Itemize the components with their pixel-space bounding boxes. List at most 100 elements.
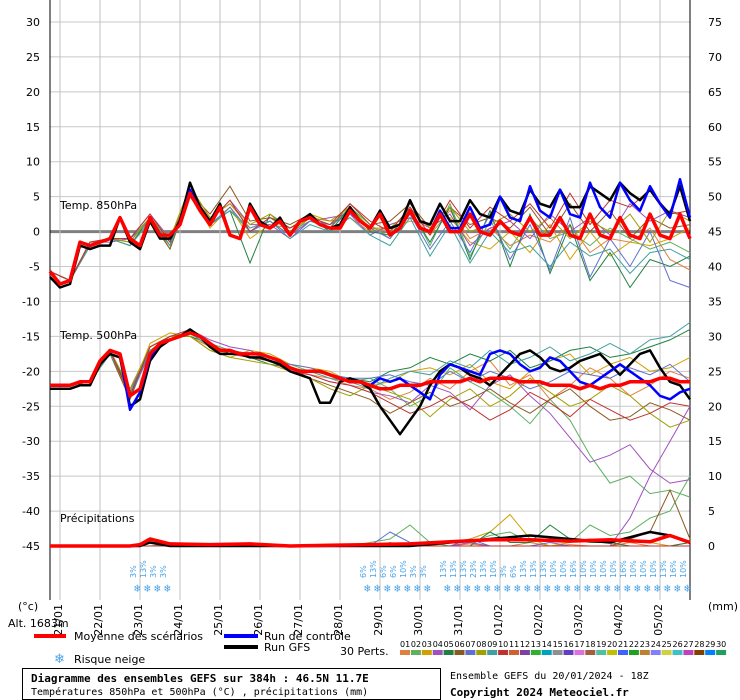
copyright: Copyright 2024 Meteociel.fr: [450, 686, 629, 699]
snow-risk-marker: 3% ❄: [419, 565, 431, 595]
snow-risk-marker: 10% ❄: [629, 560, 641, 595]
member-number: 10: [498, 640, 508, 649]
legend-label-snow: Risque neige: [74, 653, 145, 666]
member-swatch: [672, 650, 683, 655]
snow-risk-marker: 16% ❄: [569, 560, 581, 595]
member-swatch: [607, 650, 618, 655]
snowflake-icon: ❄: [574, 582, 581, 595]
snow-risk-label: 16%: [619, 560, 628, 578]
x-tick-label: 29/01: [372, 604, 385, 636]
snow-risk-marker: 10% ❄: [559, 560, 571, 595]
panel-label-precip: Précipitations: [60, 512, 135, 525]
snow-risk-marker: 3% ❄: [159, 565, 171, 595]
snowflake-icon: ❄: [674, 582, 681, 595]
snow-risk-marker: 3% ❄: [149, 565, 161, 595]
y-tick-right: 50: [708, 191, 722, 204]
member-swatch: [661, 650, 672, 655]
x-tick-label: 31/01: [452, 604, 465, 636]
snowflake-icon: ❄: [164, 582, 171, 595]
panel-label-t500: Temp. 500hPa: [59, 329, 137, 342]
snow-risk-label: 10%: [399, 560, 408, 578]
member-swatch: [650, 650, 661, 655]
member-number: 30: [716, 640, 726, 649]
snow-risk-label: 3%: [419, 565, 428, 578]
snow-risk-marker: 10% ❄: [589, 560, 601, 595]
member-swatch: [574, 650, 585, 655]
snow-risk-label: 10%: [609, 560, 618, 578]
altitude-label: Alt. 1683m: [8, 617, 69, 630]
snow-risk-label: 10%: [639, 560, 648, 578]
y-tick-left: 30: [26, 16, 40, 29]
member-number: 09: [487, 640, 497, 649]
member-number: 14: [542, 640, 552, 649]
y-tick-left: 25: [26, 51, 40, 64]
snowflake-icon: ❄: [414, 582, 421, 595]
member-number: 08: [476, 640, 486, 649]
snowflake-icon: ❄: [684, 582, 691, 595]
snow-risk-marker: 13% ❄: [369, 560, 381, 595]
member-swatch: [410, 650, 421, 655]
snowflake-icon: ❄: [394, 582, 401, 595]
snow-risk-label: 10%: [679, 560, 688, 578]
snowflake-icon: ❄: [474, 582, 481, 595]
snowflake-icon: ❄: [614, 582, 621, 595]
member-number: 17: [574, 640, 584, 649]
snowflake-icon: ❄: [584, 582, 591, 595]
snowflake-icon: ❄: [544, 582, 551, 595]
member-number: 07: [465, 640, 475, 649]
snow-risk-label: 13%: [439, 560, 448, 578]
legend-label-mean: Moyenne des scénarios: [74, 630, 203, 643]
member-swatch: [639, 650, 650, 655]
member-line-t850: [49, 192, 691, 282]
snow-risk-label: 3%: [409, 565, 418, 578]
member-number: 06: [455, 640, 465, 649]
member-swatch: [563, 650, 574, 655]
snow-risk-label: 13%: [539, 560, 548, 578]
x-tick-label: 27/01: [292, 604, 305, 636]
snow-risk-marker: 10% ❄: [579, 560, 591, 595]
y-tick-left: 15: [26, 121, 40, 134]
title-box: Diagramme des ensembles GEFS sur 384h : …: [22, 668, 441, 700]
snow-risk-label: 6%: [389, 565, 398, 578]
chart-title: Diagramme des ensembles GEFS sur 384h : …: [31, 672, 369, 685]
snowflake-icon: ❄: [464, 582, 471, 595]
snow-risk-label: 6%: [379, 565, 388, 578]
snow-risk-marker: 10% ❄: [599, 560, 611, 595]
y-tick-left: -40: [22, 505, 40, 518]
x-tick-label: 21/01: [52, 604, 65, 636]
member-legend: 01 02 03 04 05 06 07 08 09 10 11 12 13 14 15 16 17 18 19 20…: [400, 640, 726, 655]
snow-risk-marker: 3% ❄: [499, 565, 511, 595]
member-number: 11: [509, 640, 519, 649]
member-swatch: [519, 650, 530, 655]
snow-risk-label: 3%: [129, 565, 138, 578]
member-swatch: [432, 650, 443, 655]
member-line-t500: [50, 328, 691, 421]
y-tick-left: 0: [33, 226, 40, 239]
snowflake-icon: ❄: [364, 582, 371, 595]
series-mean_850: [48, 191, 692, 286]
member-line-precip: [50, 475, 691, 547]
x-tick-label: 05/02: [652, 604, 665, 636]
member-swatch: [716, 650, 727, 655]
member-number: 19: [596, 640, 606, 649]
snowflake-icon: ❄: [494, 582, 501, 595]
run-info: Ensemble GEFS du 20/01/2024 - 18Z: [450, 671, 649, 682]
snow-risk-marker: 3% ❄: [409, 565, 421, 595]
member-swatch: [498, 650, 509, 655]
y-tick-right: 65: [708, 86, 722, 99]
y-tick-left: -45: [22, 540, 40, 553]
snowflake-icon: ❄: [404, 582, 411, 595]
member-swatch: [421, 650, 432, 655]
snow-risk-label: 13%: [479, 560, 488, 578]
snowflake-icon: ❄: [624, 582, 631, 595]
grid: [49, 0, 691, 600]
snowflake-icon: ❄: [594, 582, 601, 595]
y-axis-left-temperature: 30 25 20 15 10 5 0 -5 -10 -15 -20 -25 -30 -35 -40 -45: [22, 16, 40, 553]
snow-risk-label: 10%: [589, 560, 598, 578]
member-line-t850: [49, 188, 691, 282]
member-swatch: [465, 650, 476, 655]
snow-risk-marker: 6% ❄: [389, 565, 401, 595]
member-swatch: [509, 650, 519, 655]
member-swatch: [530, 650, 541, 655]
snowflake-icon: ❄: [444, 582, 451, 595]
